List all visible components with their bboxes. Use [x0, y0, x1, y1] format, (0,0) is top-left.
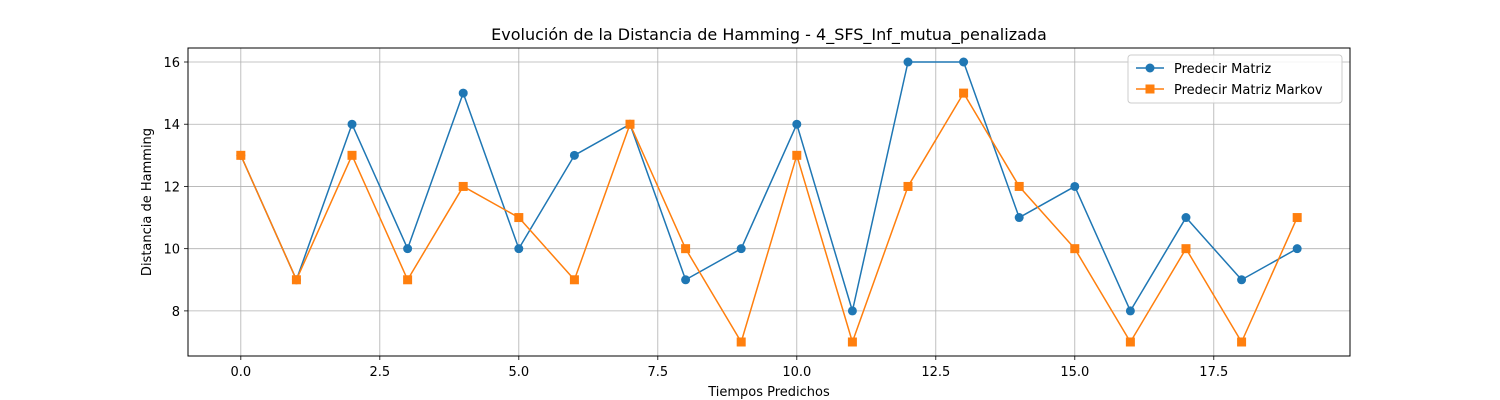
x-tick-label: 17.5 — [1199, 365, 1228, 380]
data-point-circle — [847, 306, 857, 316]
data-point-square — [569, 275, 579, 285]
legend-label: Predecir Matriz Markov — [1174, 83, 1323, 98]
series-2 — [236, 88, 1302, 347]
y-tick-label: 16 — [163, 56, 180, 71]
series-layer — [236, 57, 1302, 347]
y-axis-label: Distancia de Hamming — [140, 128, 155, 276]
data-point-circle — [458, 88, 468, 98]
x-tick-label: 10.0 — [782, 365, 811, 380]
series-line — [240, 61, 1298, 312]
x-tick-label: 2.5 — [369, 365, 390, 380]
data-point-circle — [1014, 213, 1024, 223]
x-axis-ticks: 0.0 2.5 5.0 7.5 10.0 12.5 15.0 17.5 — [230, 356, 1228, 380]
data-point-square — [1125, 337, 1135, 347]
data-point-square — [1292, 213, 1302, 223]
data-point-square — [291, 275, 301, 285]
data-point-square — [847, 337, 857, 347]
data-point-square — [1070, 244, 1080, 254]
data-point-square — [736, 337, 746, 347]
data-point-square — [236, 150, 246, 160]
x-axis-label: Tiempos Predichos — [707, 385, 830, 400]
y-tick-label: 14 — [163, 118, 180, 133]
data-point-circle — [514, 244, 524, 254]
data-point-square — [403, 275, 413, 285]
legend-entry: Predecir Matriz Markov — [1136, 83, 1323, 98]
legend-marker-square — [1145, 84, 1155, 94]
legend-entry: Predecir Matriz — [1136, 62, 1271, 77]
legend: Predecir Matriz Predecir Matriz Markov — [1127, 54, 1343, 104]
data-point-circle — [1237, 275, 1247, 285]
data-point-square — [903, 181, 913, 191]
data-point-circle — [681, 275, 691, 285]
data-point-square — [514, 213, 524, 223]
y-axis-ticks: 8 10 12 14 16 — [163, 56, 188, 320]
data-point-circle — [1070, 181, 1080, 191]
y-tick-label: 10 — [163, 243, 180, 258]
data-point-square — [625, 119, 635, 129]
data-point-circle — [903, 57, 913, 67]
data-point-square — [1014, 181, 1024, 191]
x-tick-label: 5.0 — [508, 365, 529, 380]
data-point-square — [1181, 244, 1191, 254]
data-point-circle — [736, 244, 746, 254]
data-point-circle — [1292, 244, 1302, 254]
y-tick-label: 8 — [172, 305, 180, 320]
y-tick-label: 12 — [163, 180, 180, 195]
data-point-square — [792, 150, 802, 160]
data-point-circle — [792, 119, 802, 129]
data-point-circle — [1125, 306, 1135, 316]
data-point-square — [681, 244, 691, 254]
data-point-square — [1237, 337, 1247, 347]
series-1 — [236, 57, 1302, 316]
data-point-square — [347, 150, 357, 160]
legend-box — [1127, 54, 1343, 104]
series-line — [240, 92, 1298, 343]
data-point-circle — [347, 119, 357, 129]
data-point-circle — [959, 57, 969, 67]
legend-label: Predecir Matriz — [1174, 62, 1271, 77]
data-point-circle — [403, 244, 413, 254]
x-tick-label: 0.0 — [230, 365, 251, 380]
plot-frame — [187, 47, 1351, 357]
legend-marker-circle — [1145, 63, 1155, 73]
chart-title: Evolución de la Distancia de Hamming - 4… — [491, 25, 1047, 45]
x-tick-label: 7.5 — [647, 365, 668, 380]
data-point-circle — [569, 150, 579, 160]
data-point-square — [458, 181, 468, 191]
x-tick-label: 15.0 — [1060, 365, 1089, 380]
data-point-circle — [1181, 213, 1191, 223]
data-point-square — [959, 88, 969, 98]
x-tick-label: 12.5 — [921, 365, 950, 380]
